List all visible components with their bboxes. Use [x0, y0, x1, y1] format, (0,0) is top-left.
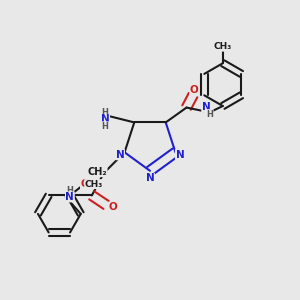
- Text: O: O: [108, 202, 117, 212]
- Text: N: N: [65, 192, 74, 202]
- Text: H: H: [102, 108, 109, 117]
- Text: H: H: [206, 110, 213, 118]
- Text: CH₃: CH₃: [85, 180, 103, 189]
- Text: N: N: [202, 102, 211, 112]
- Text: N: N: [176, 150, 184, 160]
- Text: CH₃: CH₃: [214, 42, 232, 51]
- Text: N: N: [146, 173, 154, 183]
- Text: H: H: [102, 122, 109, 131]
- Text: H: H: [66, 186, 73, 195]
- Text: CH₂: CH₂: [87, 167, 107, 177]
- Text: N: N: [101, 114, 110, 124]
- Text: N: N: [116, 150, 124, 160]
- Text: O: O: [80, 179, 89, 189]
- Text: O: O: [190, 85, 199, 95]
